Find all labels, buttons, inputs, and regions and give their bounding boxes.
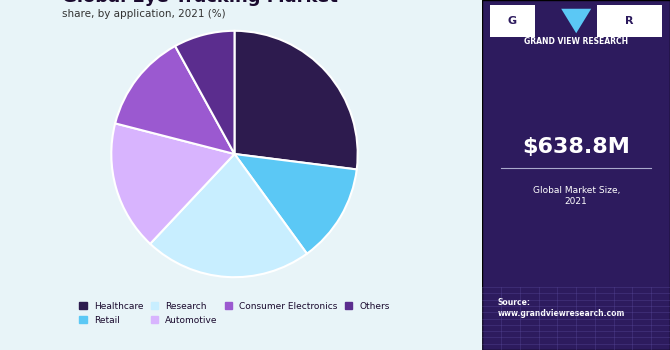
- Text: G: G: [508, 16, 517, 26]
- Wedge shape: [234, 154, 356, 254]
- Wedge shape: [175, 31, 234, 154]
- Wedge shape: [150, 154, 307, 277]
- FancyBboxPatch shape: [597, 5, 663, 37]
- Legend: Healthcare, Retail, Research, Automotive, Consumer Electronics, Others: Healthcare, Retail, Research, Automotive…: [76, 299, 393, 328]
- Wedge shape: [115, 46, 234, 154]
- Text: $638.8M: $638.8M: [522, 137, 630, 157]
- Text: GRAND VIEW RESEARCH: GRAND VIEW RESEARCH: [524, 37, 628, 47]
- Text: R: R: [625, 16, 634, 26]
- Text: Global Market Size,
2021: Global Market Size, 2021: [533, 186, 620, 206]
- Wedge shape: [111, 123, 234, 244]
- Text: Source:
www.grandviewresearch.com: Source: www.grandviewresearch.com: [497, 298, 625, 318]
- Text: share, by application, 2021 (%): share, by application, 2021 (%): [62, 9, 226, 19]
- Text: Global Eye Tracking Market: Global Eye Tracking Market: [62, 0, 338, 6]
- FancyBboxPatch shape: [482, 0, 670, 350]
- Wedge shape: [234, 31, 358, 169]
- FancyBboxPatch shape: [490, 5, 535, 37]
- Polygon shape: [561, 9, 591, 33]
